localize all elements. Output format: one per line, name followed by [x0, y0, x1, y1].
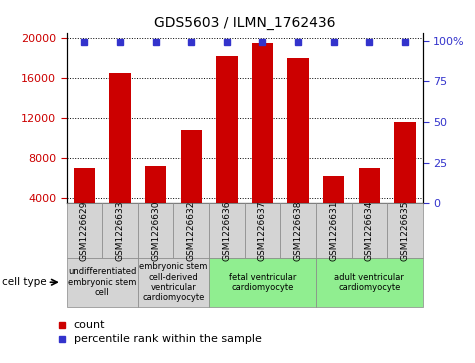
Bar: [180, 130, 202, 238]
Title: GDS5603 / ILMN_1762436: GDS5603 / ILMN_1762436: [154, 16, 335, 30]
Text: GSM1226634: GSM1226634: [365, 200, 374, 261]
Text: GSM1226635: GSM1226635: [400, 200, 409, 261]
Text: GSM1226636: GSM1226636: [222, 200, 231, 261]
Text: percentile rank within the sample: percentile rank within the sample: [74, 334, 262, 344]
Text: count: count: [74, 320, 105, 330]
Text: GSM1226638: GSM1226638: [294, 200, 303, 261]
Bar: [394, 122, 416, 238]
Bar: [287, 58, 309, 238]
Text: GSM1226632: GSM1226632: [187, 200, 196, 261]
Bar: [359, 168, 380, 238]
Text: embryonic stem
cell-derived
ventricular
cardiomyocyte: embryonic stem cell-derived ventricular …: [139, 262, 208, 302]
Text: adult ventricular
cardiomyocyte: adult ventricular cardiomyocyte: [334, 273, 404, 292]
Bar: [216, 56, 238, 238]
Text: undifferentiated
embryonic stem
cell: undifferentiated embryonic stem cell: [68, 267, 136, 297]
Text: GSM1226637: GSM1226637: [258, 200, 267, 261]
Text: GSM1226633: GSM1226633: [115, 200, 124, 261]
Text: GSM1226629: GSM1226629: [80, 200, 89, 261]
Text: cell type: cell type: [2, 277, 47, 287]
Text: GSM1226630: GSM1226630: [151, 200, 160, 261]
Bar: [252, 43, 273, 238]
Text: fetal ventricular
cardiomyocyte: fetal ventricular cardiomyocyte: [229, 273, 296, 292]
Bar: [74, 168, 95, 238]
Bar: [145, 166, 166, 238]
Bar: [109, 73, 131, 238]
Bar: [323, 176, 344, 238]
Text: GSM1226631: GSM1226631: [329, 200, 338, 261]
